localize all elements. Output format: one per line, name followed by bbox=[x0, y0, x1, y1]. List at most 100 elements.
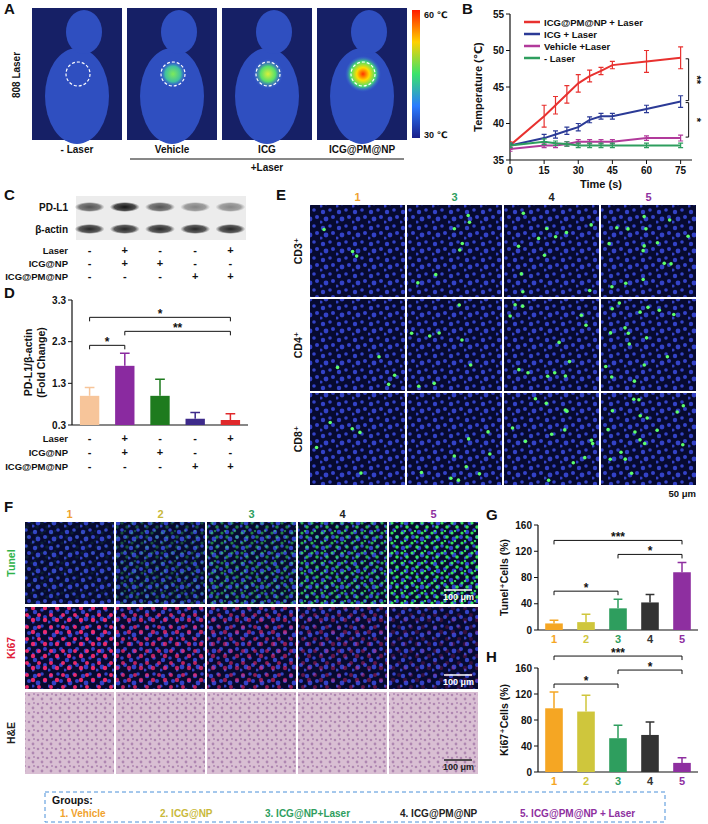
tumor-outline bbox=[256, 62, 280, 86]
marker-stain bbox=[644, 227, 648, 231]
row-label: Tunel bbox=[5, 549, 17, 576]
marker-stain bbox=[633, 379, 637, 383]
marker-stain bbox=[543, 253, 547, 257]
marker-stain bbox=[618, 301, 622, 305]
row-label: Laser bbox=[43, 433, 69, 444]
mouse-body bbox=[330, 48, 394, 144]
nuclei-stain bbox=[389, 522, 478, 604]
marker-stain bbox=[457, 303, 461, 307]
x-tick bbox=[680, 160, 681, 164]
marker-stain bbox=[675, 410, 679, 414]
bar bbox=[641, 602, 659, 630]
x-axis-label: Time (s) bbox=[580, 178, 622, 190]
micrograph bbox=[601, 299, 696, 391]
marker-stain bbox=[508, 314, 512, 318]
marker-stain bbox=[662, 262, 666, 266]
marker-stain bbox=[642, 363, 646, 367]
marker-stain bbox=[393, 373, 397, 377]
marker-stain bbox=[641, 249, 645, 253]
condition-label: ICG bbox=[258, 144, 276, 155]
marker-stain bbox=[604, 365, 608, 369]
marker-stain bbox=[351, 250, 355, 254]
micrograph bbox=[504, 205, 599, 297]
error-bar bbox=[646, 722, 655, 735]
nuclei-stain bbox=[116, 522, 205, 604]
he-stain bbox=[298, 692, 387, 774]
x-tick-label: 5 bbox=[679, 633, 685, 645]
marker-stain bbox=[453, 227, 457, 231]
x-tick-label: 2 bbox=[583, 633, 589, 645]
error-bar bbox=[610, 61, 615, 68]
marker-stain bbox=[524, 440, 528, 444]
sign: - bbox=[88, 446, 92, 458]
scale-bar-label: 100 μm bbox=[443, 592, 474, 602]
legend-swatch bbox=[524, 21, 540, 24]
bar bbox=[186, 419, 205, 425]
micrograph bbox=[407, 393, 502, 485]
tunel-stain bbox=[25, 522, 114, 604]
marker-stain bbox=[628, 342, 632, 346]
y-tick bbox=[534, 551, 538, 552]
marker-stain bbox=[563, 428, 567, 432]
sign: + bbox=[227, 244, 233, 256]
micrograph bbox=[389, 522, 478, 604]
y-tick-label: 40 bbox=[521, 741, 533, 752]
band-label: PD-L1 bbox=[39, 202, 68, 213]
sign: - bbox=[158, 244, 162, 256]
tumor-outline bbox=[66, 62, 90, 86]
y-tick-label: 0 bbox=[526, 625, 532, 636]
significance-label: ** bbox=[173, 321, 183, 335]
sign: - bbox=[158, 432, 162, 444]
plot-area bbox=[545, 562, 691, 630]
x-axis bbox=[510, 159, 692, 160]
nuclei-stain bbox=[407, 299, 502, 391]
y-axis bbox=[71, 300, 72, 425]
ki67-stain bbox=[389, 607, 478, 689]
significance-bracket bbox=[686, 103, 689, 138]
scale-bar bbox=[444, 674, 472, 676]
sign: + bbox=[192, 460, 198, 472]
marker-stain bbox=[328, 421, 332, 425]
marker-stain bbox=[568, 360, 572, 364]
legend-label: 5. ICG@PM@NP + Laser bbox=[520, 808, 635, 819]
micrograph bbox=[310, 393, 405, 485]
marker-stain bbox=[623, 326, 627, 330]
side-label: 808 Laser bbox=[11, 52, 22, 98]
y-tick bbox=[506, 87, 510, 88]
pd-l1-band bbox=[215, 202, 245, 212]
error-bar bbox=[614, 725, 623, 738]
marker-stain bbox=[611, 409, 615, 413]
marker-stain bbox=[521, 304, 525, 308]
marker-stain bbox=[633, 430, 637, 434]
x-tick-label: 60 bbox=[641, 165, 653, 176]
error-bar bbox=[553, 141, 558, 145]
scale-bar bbox=[444, 759, 472, 761]
marker-stain bbox=[557, 341, 561, 345]
micrograph bbox=[407, 205, 502, 297]
marker-stain bbox=[632, 398, 636, 402]
error-bar bbox=[644, 51, 649, 73]
sign: - bbox=[229, 446, 233, 458]
error-bar bbox=[678, 562, 687, 572]
row-label: CD3⁺ bbox=[292, 238, 304, 265]
micrograph bbox=[298, 692, 387, 774]
sign: + bbox=[157, 446, 163, 458]
nuclei-stain bbox=[389, 607, 478, 689]
error-bar bbox=[564, 142, 569, 146]
series-line bbox=[510, 142, 681, 146]
colorbar-label: 30 ℃ bbox=[424, 130, 448, 140]
scale-bar bbox=[444, 589, 472, 591]
error-bar bbox=[678, 47, 683, 69]
x-tick-label: 2 bbox=[583, 775, 589, 787]
y-tick bbox=[534, 746, 538, 747]
ki67-stain bbox=[116, 607, 205, 689]
error-bar bbox=[564, 86, 569, 104]
micrograph bbox=[116, 522, 205, 604]
y-tick bbox=[534, 603, 538, 604]
error-bar bbox=[553, 96, 558, 114]
error-bar bbox=[542, 139, 547, 145]
sign: - bbox=[88, 460, 92, 472]
error-bar bbox=[510, 143, 513, 147]
sign: + bbox=[122, 446, 128, 458]
row-label: ICG@PM@NP bbox=[5, 271, 69, 282]
